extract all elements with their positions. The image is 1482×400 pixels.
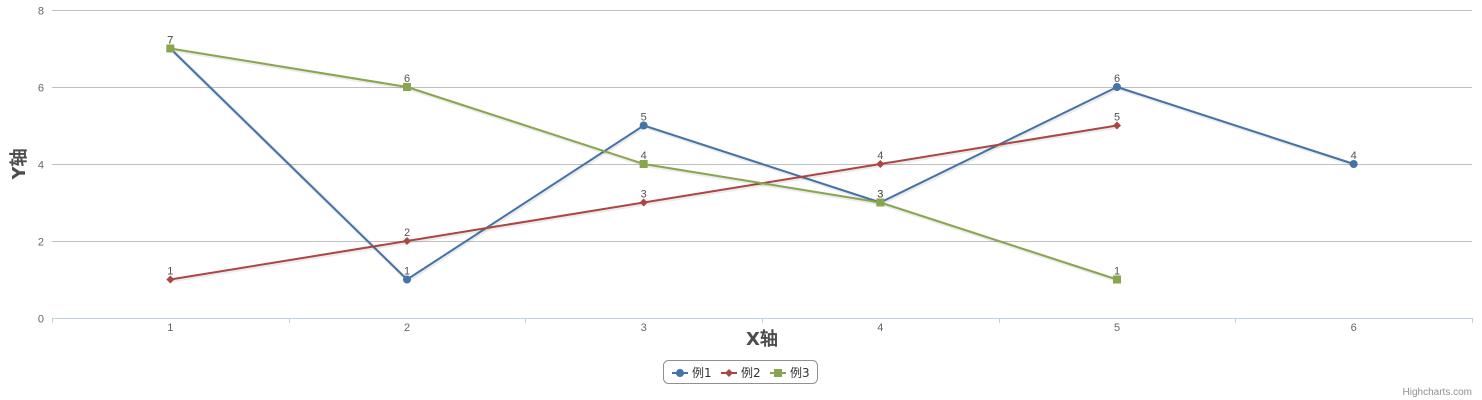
data-point-2 — [1113, 121, 1121, 130]
legend-label: 例2 — [741, 366, 761, 380]
data-point-3 — [639, 160, 648, 168]
data-label: 3 — [877, 189, 883, 201]
legend-box — [663, 360, 818, 384]
legend-label: 例1 — [692, 366, 712, 380]
data-label: 3 — [641, 189, 647, 201]
data-label: 1 — [1114, 266, 1120, 278]
data-point-3 — [876, 198, 885, 207]
data-label: 6 — [1114, 73, 1120, 85]
legend-item-3[interactable]: 例3 — [770, 366, 810, 380]
x-axis-title: X轴 — [746, 328, 778, 350]
series-markers — [166, 44, 1358, 284]
legend-item-1[interactable]: 例1 — [672, 366, 712, 380]
data-label: 4 — [877, 150, 883, 162]
y-tick-label: 4 — [38, 160, 44, 172]
x-tick-label: 5 — [1114, 322, 1120, 334]
y-axis-title: Y轴 — [8, 148, 30, 180]
data-label: 7 — [167, 35, 173, 47]
data-point-3 — [166, 44, 175, 53]
grid-lines — [52, 10, 1472, 242]
data-label: 1 — [404, 266, 410, 278]
data-label: 6 — [404, 73, 410, 85]
legend-item-2[interactable]: 例2 — [721, 366, 761, 380]
data-point-3 — [403, 83, 411, 91]
x-axis: 1 2 3 4 5 6 — [52, 318, 1473, 334]
legend-label: 例3 — [790, 366, 810, 380]
data-point-2 — [876, 160, 885, 168]
x-tick-label: 2 — [404, 322, 410, 334]
series-line-1 — [169, 47, 1355, 281]
data-point-1 — [403, 275, 411, 284]
y-tick-label: 8 — [38, 6, 44, 18]
data-point-2 — [639, 198, 648, 207]
y-tick-label: 2 — [38, 237, 44, 249]
data-label: 2 — [404, 227, 410, 239]
data-label: 1 — [167, 266, 173, 278]
credits-link[interactable]: Highcharts.com — [1403, 387, 1472, 398]
x-tick-label: 4 — [877, 322, 883, 334]
data-point-1 — [1349, 160, 1358, 168]
data-label: 5 — [1114, 112, 1120, 124]
x-tick-label: 6 — [1351, 322, 1357, 334]
data-point-1 — [639, 121, 648, 130]
data-label: 4 — [641, 150, 647, 162]
x-tick-label: 3 — [641, 322, 647, 334]
legend-symbol — [676, 369, 684, 377]
data-point-3 — [1113, 275, 1121, 284]
legend: 例1 例2 例3 — [663, 360, 818, 384]
x-tick-label: 1 — [167, 322, 173, 334]
legend-symbol — [774, 369, 782, 377]
legend-symbol — [725, 369, 733, 377]
data-label: 3 — [877, 189, 883, 201]
data-label: 4 — [1351, 150, 1357, 162]
data-label: 5 — [641, 112, 647, 124]
data-label: 7 — [167, 35, 173, 47]
y-tick-label: 6 — [38, 83, 44, 95]
data-point-2 — [403, 237, 411, 245]
y-axis-ticks: 0 2 4 6 8 — [38, 6, 44, 326]
y-tick-label: 0 — [38, 314, 44, 326]
data-point-2 — [166, 275, 175, 284]
data-point-1 — [1113, 83, 1121, 91]
